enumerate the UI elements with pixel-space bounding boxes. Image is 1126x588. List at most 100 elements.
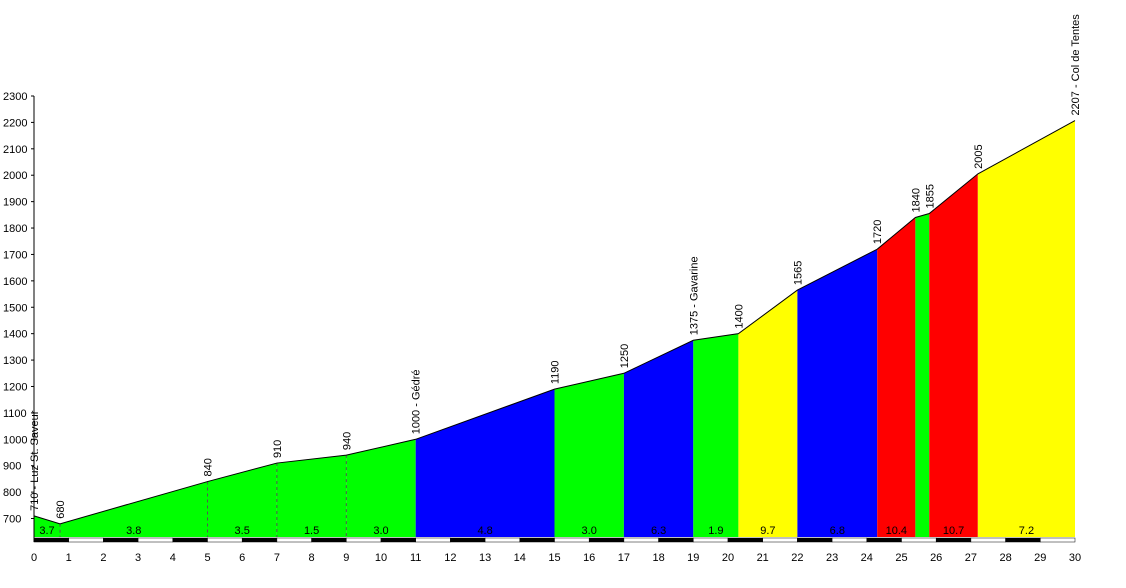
x-tick-label-29: 29 [1034, 552, 1046, 564]
x-tick-label-22: 22 [791, 552, 803, 564]
axes: 7008009001000110012001300140015001600170… [3, 91, 1081, 564]
distance-bar-km-7 [276, 537, 312, 543]
y-tick-label-16: 2300 [3, 91, 27, 103]
distance-bar-km-0 [33, 537, 69, 543]
distance-bar-km-27 [970, 537, 1006, 543]
point-label-11: 1720 [872, 220, 884, 244]
point-label-7: 1250 [619, 344, 631, 368]
segment-area-5 [415, 389, 555, 537]
distance-bar-km-13 [484, 537, 521, 543]
x-tick-label-13: 13 [479, 552, 491, 564]
distance-bar-km-3 [137, 537, 174, 543]
x-tick-label-17: 17 [618, 552, 630, 564]
x-tick-label-14: 14 [514, 552, 526, 564]
distance-bar-km-14 [519, 537, 555, 543]
distance-bar-km-29 [1040, 537, 1076, 543]
distance-bar-km-24 [866, 537, 902, 543]
point-label-15: 2207 - Col de Tentes [1070, 14, 1082, 116]
distance-bar-km-10 [380, 537, 416, 543]
distance-bar-km-4 [172, 537, 208, 543]
x-tick-label-8: 8 [309, 552, 315, 564]
point-label-3: 910 [272, 440, 284, 458]
distance-bar-km-28 [1005, 537, 1041, 543]
x-tick-label-16: 16 [583, 552, 595, 564]
point-label-10: 1565 [792, 261, 804, 285]
distance-bar-km-26 [935, 537, 972, 543]
distance-bar-km-6 [241, 537, 278, 543]
x-tick-label-5: 5 [204, 552, 210, 564]
segment-area-9 [738, 290, 798, 537]
segment-area-12 [915, 213, 930, 538]
segment-area-11 [877, 217, 916, 537]
x-tick-label-30: 30 [1069, 552, 1081, 564]
x-tick-label-23: 23 [826, 552, 838, 564]
point-label-9: 1400 [733, 304, 745, 328]
x-tick-label-21: 21 [757, 552, 769, 564]
segment-area-13 [929, 173, 978, 538]
y-tick-label-8: 1500 [3, 302, 27, 314]
x-tick-label-11: 11 [410, 552, 421, 564]
x-tick-label-15: 15 [548, 552, 560, 564]
y-tick-label-6: 1300 [3, 355, 27, 367]
point-label-12: 1840 [910, 188, 922, 212]
segment-grade-label-10: 6.8 [830, 525, 845, 537]
segment-grade-label-9: 9.7 [760, 525, 775, 537]
point-label-2: 840 [203, 458, 215, 476]
segment-grade-label-1: 3.8 [126, 525, 141, 537]
y-tick-label-7: 1400 [3, 329, 27, 341]
distance-bar-km-18 [658, 537, 694, 543]
y-tick-label-12: 1900 [3, 197, 27, 209]
distance-bar-km-1 [68, 537, 104, 543]
point-label-1: 680 [55, 500, 67, 518]
x-tick-label-0: 0 [31, 552, 37, 564]
y-tick-label-14: 2100 [3, 144, 27, 156]
segment-area-0 [34, 515, 61, 537]
y-tick-label-4: 1100 [3, 408, 27, 420]
segment-grade-label-3: 1.5 [304, 525, 319, 537]
x-tick-label-1: 1 [66, 552, 72, 564]
distance-bar-km-9 [346, 537, 382, 543]
point-label-4: 940 [341, 432, 353, 450]
distance-bar-km-2 [103, 537, 139, 543]
x-tick-label-20: 20 [722, 552, 734, 564]
y-tick-label-3: 1000 [3, 434, 27, 446]
segment-grade-label-4: 3.0 [373, 525, 388, 537]
segment-grade-label-0: 3.7 [39, 525, 54, 537]
distance-bar-km-17 [623, 537, 659, 543]
segment-grade-label-13: 10.7 [943, 525, 964, 537]
y-tick-label-13: 2000 [3, 170, 27, 182]
distance-bar-km-25 [901, 537, 937, 543]
x-tick-label-26: 26 [930, 552, 942, 564]
y-tick-label-2: 900 [3, 461, 21, 473]
point-label-6: 1190 [550, 360, 562, 384]
distance-bar-km-11 [415, 537, 451, 543]
distance-bar-km-21 [762, 537, 798, 543]
segment-area-8 [693, 333, 739, 537]
profile-line [33, 120, 1076, 525]
segment-area-10 [797, 249, 878, 537]
x-tick-label-9: 9 [343, 552, 349, 564]
point-label-5: 1000 - Gédré [411, 369, 423, 434]
x-tick-label-4: 4 [170, 552, 176, 564]
segment-grade-label-2: 3.5 [235, 525, 250, 537]
y-tick-label-1: 800 [3, 487, 21, 499]
x-tick-label-3: 3 [135, 552, 141, 564]
x-tick-label-7: 7 [274, 552, 280, 564]
segment-grade-label-7: 6.3 [651, 525, 666, 537]
segment-grade-label-5: 4.8 [477, 525, 492, 537]
distance-bar-km-15 [554, 537, 590, 543]
x-tick-label-25: 25 [895, 552, 907, 564]
segment-grade-label-8: 1.9 [708, 525, 723, 537]
x-tick-label-6: 6 [239, 552, 245, 564]
x-tick-label-24: 24 [861, 552, 873, 564]
point-label-13: 1855 [924, 184, 936, 208]
point-label-0: 710 - Luz St. Saveur [29, 410, 41, 511]
y-tick-label-15: 2200 [3, 117, 27, 129]
y-tick-label-9: 1600 [3, 276, 27, 288]
point-label-8: 1375 - Gavarine [688, 256, 700, 335]
segment-grade-label-11: 10.4 [886, 525, 907, 537]
x-tick-label-19: 19 [687, 552, 699, 564]
y-tick-label-10: 1700 [3, 249, 27, 261]
segment-grade-label-6: 3.0 [582, 525, 597, 537]
